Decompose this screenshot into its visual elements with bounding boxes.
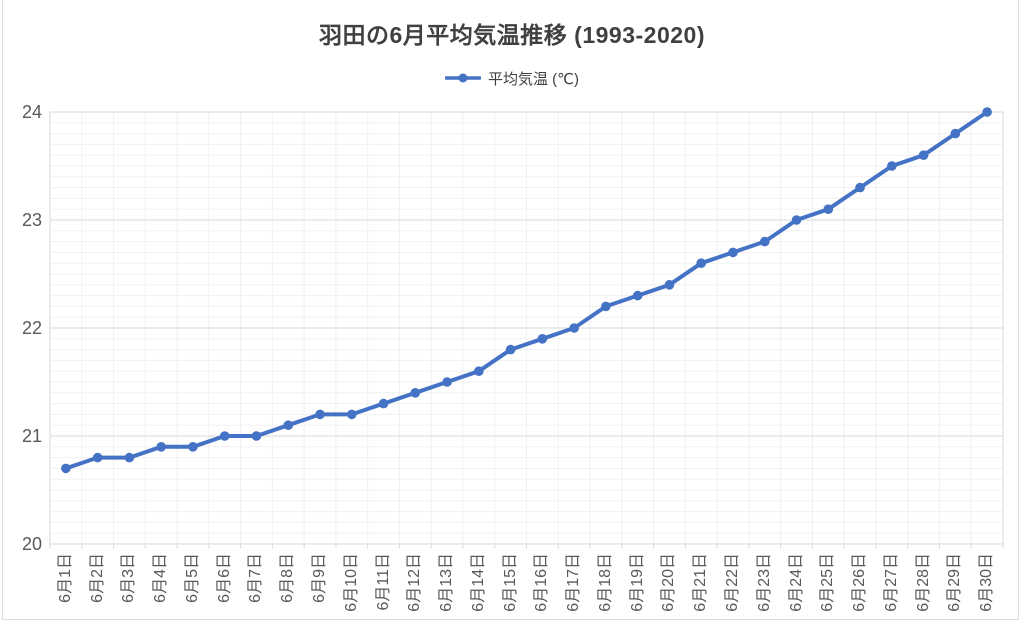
data-point-marker [664, 280, 675, 290]
x-axis-label: 6月28日 [914, 553, 932, 612]
x-axis-label: 6月2日 [88, 553, 106, 603]
data-point-marker [918, 150, 929, 160]
data-point-marker [410, 388, 421, 398]
y-axis-label: 23 [21, 210, 42, 230]
data-point-marker [632, 290, 643, 301]
data-point-marker [791, 215, 802, 225]
y-axis-label: 24 [21, 102, 42, 122]
x-axis-label: 6月22日 [723, 553, 741, 612]
y-axis-label: 20 [21, 534, 42, 554]
legend-line-marker-icon [444, 73, 481, 83]
x-axis-label: 6月16日 [533, 553, 551, 612]
x-axis-label: 6月20日 [660, 553, 678, 612]
x-axis-label: 6月12日 [406, 553, 424, 612]
data-point-marker [346, 409, 357, 420]
series-line [63, 110, 990, 471]
x-axis-label: 6月25日 [819, 553, 837, 612]
x-axis-label: 6月10日 [342, 553, 360, 612]
x-axis-label: 6月17日 [565, 553, 583, 612]
data-point-marker [442, 377, 452, 387]
data-point-marker [855, 182, 865, 193]
data-point-marker [378, 398, 389, 409]
x-axis-label: 6月21日 [692, 553, 710, 612]
data-point-marker [188, 442, 198, 452]
chart-title: 羽田の6月平均気温推移 (1993-2020) [319, 22, 705, 48]
x-axis-label: 6月8日 [279, 553, 297, 603]
data-point-marker [283, 420, 294, 431]
y-axis-label: 21 [21, 426, 42, 446]
data-point-marker [315, 409, 325, 420]
data-point-marker [505, 344, 516, 355]
data-point-marker [569, 323, 579, 333]
x-axis-label: 6月11日 [374, 553, 392, 611]
data-point-marker [950, 128, 961, 139]
x-axis-label: 6月26日 [851, 553, 869, 612]
x-axis-label: 6月29日 [946, 553, 964, 612]
data-point-marker [982, 107, 992, 117]
x-axis-label: 6月18日 [596, 553, 614, 612]
x-axis-label: 6月6日 [215, 553, 233, 603]
x-axis-label: 6月19日 [628, 553, 646, 612]
x-axis-label: 6月3日 [120, 553, 138, 603]
x-axis-label: 6月13日 [438, 553, 456, 612]
data-point-marker [887, 161, 897, 171]
x-axis-label: 6月15日 [501, 553, 519, 612]
x-axis-label: 6月30日 [978, 553, 996, 612]
data-point-marker [156, 442, 166, 452]
x-axis-label: 6月9日 [311, 553, 329, 603]
data-point-marker [696, 258, 707, 269]
data-point-marker [823, 204, 834, 214]
data-point-marker [61, 463, 71, 474]
data-point-marker [219, 431, 230, 441]
x-axis-label: 6月23日 [755, 553, 773, 612]
data-point-marker [251, 431, 262, 441]
data-point-marker [474, 366, 484, 377]
legend: 平均気温 (℃) [0, 68, 1024, 88]
data-point-marker [601, 301, 611, 312]
x-axis-label: 6月5日 [183, 553, 201, 603]
x-axis-label: 6月7日 [247, 553, 265, 603]
data-point-marker [728, 247, 738, 258]
x-axis-label: 6月27日 [882, 553, 900, 612]
x-axis-label: 6月1日 [56, 553, 74, 603]
x-axis-label: 6月14日 [469, 553, 487, 612]
data-point-marker [92, 452, 103, 463]
y-axis-label: 22 [21, 318, 42, 338]
legend-label: 平均気温 (℃) [487, 70, 579, 88]
x-axis-label: 6月4日 [152, 553, 170, 603]
data-point-marker [759, 236, 770, 247]
x-axis-label: 6月24日 [787, 553, 805, 612]
data-point-marker [124, 452, 135, 463]
data-point-marker [537, 334, 548, 344]
